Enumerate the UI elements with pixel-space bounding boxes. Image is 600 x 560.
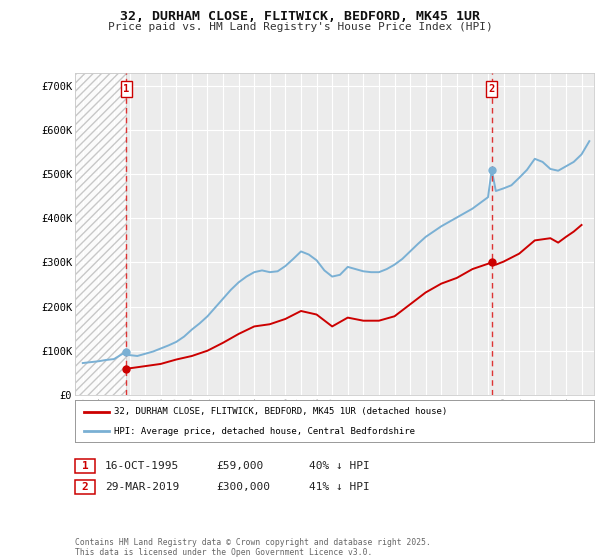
Text: £59,000: £59,000: [216, 461, 263, 471]
Text: HPI: Average price, detached house, Central Bedfordshire: HPI: Average price, detached house, Cent…: [114, 427, 415, 436]
Text: 32, DURHAM CLOSE, FLITWICK, BEDFORD, MK45 1UR (detached house): 32, DURHAM CLOSE, FLITWICK, BEDFORD, MK4…: [114, 407, 447, 416]
Text: 16-OCT-1995: 16-OCT-1995: [105, 461, 179, 471]
Text: 2: 2: [82, 482, 88, 492]
Text: Contains HM Land Registry data © Crown copyright and database right 2025.
This d: Contains HM Land Registry data © Crown c…: [75, 538, 431, 557]
Text: £300,000: £300,000: [216, 482, 270, 492]
Text: 29-MAR-2019: 29-MAR-2019: [105, 482, 179, 492]
Text: Price paid vs. HM Land Registry's House Price Index (HPI): Price paid vs. HM Land Registry's House …: [107, 22, 493, 32]
Text: 41% ↓ HPI: 41% ↓ HPI: [309, 482, 370, 492]
Text: 1: 1: [82, 461, 88, 471]
Text: 1: 1: [123, 84, 130, 94]
Bar: [75, 73, 126, 395]
Text: 40% ↓ HPI: 40% ↓ HPI: [309, 461, 370, 471]
Text: 32, DURHAM CLOSE, FLITWICK, BEDFORD, MK45 1UR: 32, DURHAM CLOSE, FLITWICK, BEDFORD, MK4…: [120, 10, 480, 23]
Text: 2: 2: [488, 84, 495, 94]
